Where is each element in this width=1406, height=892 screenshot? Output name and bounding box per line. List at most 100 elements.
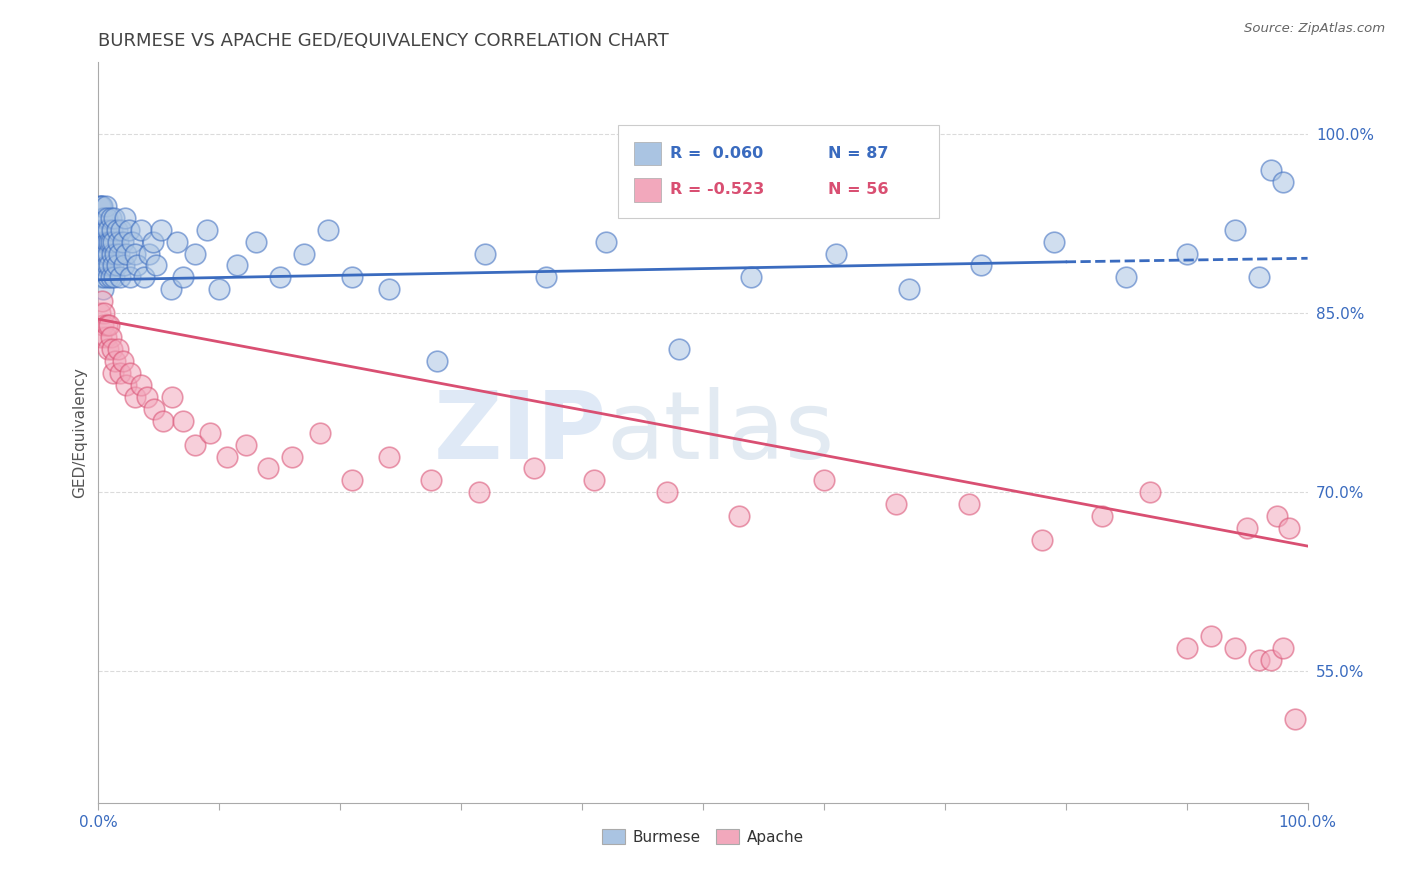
Point: [89, 235, 111, 249]
Point: [90, 330, 112, 344]
Point: [93, 235, 115, 249]
Point: [121, 235, 143, 249]
Point: [583, 474, 606, 488]
Point: [96, 259, 118, 273]
Point: [886, 497, 908, 511]
Point: [342, 474, 364, 488]
Point: [897, 282, 920, 296]
Point: [1175, 246, 1198, 260]
Point: [124, 246, 146, 260]
Point: [105, 222, 128, 236]
Point: [1249, 652, 1271, 666]
Point: [1278, 521, 1301, 535]
Point: [1031, 533, 1053, 547]
Point: [129, 377, 152, 392]
Point: [145, 259, 167, 273]
Point: [316, 222, 339, 236]
Point: [1139, 485, 1161, 500]
Point: [1272, 640, 1295, 655]
Point: [1115, 270, 1137, 285]
Point: [100, 211, 122, 225]
Point: [100, 235, 122, 249]
Point: [89, 306, 111, 320]
Point: [138, 246, 160, 260]
Point: [118, 222, 141, 236]
Point: [94, 246, 117, 260]
Point: [101, 235, 124, 249]
Point: [104, 246, 127, 260]
Point: [118, 366, 141, 380]
Point: [90, 199, 112, 213]
Point: [91, 211, 114, 225]
Point: [90, 270, 112, 285]
FancyBboxPatch shape: [634, 142, 661, 165]
Point: [101, 366, 124, 380]
Point: [108, 246, 131, 260]
Point: [342, 270, 364, 285]
Point: [184, 437, 207, 451]
Point: [91, 222, 114, 236]
Point: [1042, 235, 1064, 249]
Point: [655, 485, 678, 500]
Point: [152, 414, 174, 428]
Point: [1272, 175, 1295, 189]
Point: [1260, 162, 1282, 177]
Point: [377, 282, 399, 296]
Point: [97, 222, 120, 236]
Point: [114, 211, 136, 225]
Point: [91, 246, 114, 260]
Point: [96, 235, 118, 249]
Point: [97, 270, 120, 285]
FancyBboxPatch shape: [619, 126, 939, 218]
Point: [115, 377, 138, 392]
FancyBboxPatch shape: [634, 178, 661, 202]
Point: [91, 235, 114, 249]
Point: [269, 270, 291, 285]
Point: [135, 390, 157, 404]
Point: [98, 259, 121, 273]
Point: [245, 235, 267, 249]
Point: [108, 366, 131, 380]
Point: [957, 497, 980, 511]
Point: [127, 259, 149, 273]
Text: R =  0.060: R = 0.060: [671, 146, 763, 161]
Point: [377, 450, 399, 464]
Text: N = 87: N = 87: [828, 146, 889, 161]
Point: [1284, 712, 1306, 726]
Point: [89, 199, 111, 213]
Point: [1236, 521, 1258, 535]
Point: [523, 461, 546, 475]
Point: [1199, 629, 1222, 643]
Point: [98, 235, 121, 249]
Text: Source: ZipAtlas.com: Source: ZipAtlas.com: [1244, 22, 1385, 36]
Point: [94, 199, 117, 213]
Point: [184, 246, 207, 260]
Point: [108, 270, 131, 285]
Point: [91, 199, 114, 213]
Point: [172, 414, 194, 428]
Point: [93, 270, 115, 285]
Text: ZIP: ZIP: [433, 386, 606, 479]
Point: [160, 390, 183, 404]
Point: [91, 282, 114, 296]
Point: [103, 270, 125, 285]
Point: [166, 235, 188, 249]
Text: R = -0.523: R = -0.523: [671, 182, 765, 197]
Point: [281, 450, 304, 464]
Point: [1091, 509, 1114, 524]
Point: [308, 425, 330, 440]
Point: [94, 222, 117, 236]
Point: [668, 342, 690, 356]
Point: [91, 294, 114, 309]
Point: [118, 270, 141, 285]
Point: [129, 222, 152, 236]
Point: [970, 259, 993, 273]
Point: [111, 354, 134, 368]
Point: [150, 222, 173, 236]
Point: [160, 282, 183, 296]
Point: [100, 246, 122, 260]
Point: [825, 246, 848, 260]
Point: [235, 437, 257, 451]
Point: [1223, 222, 1246, 236]
Point: [94, 330, 117, 344]
